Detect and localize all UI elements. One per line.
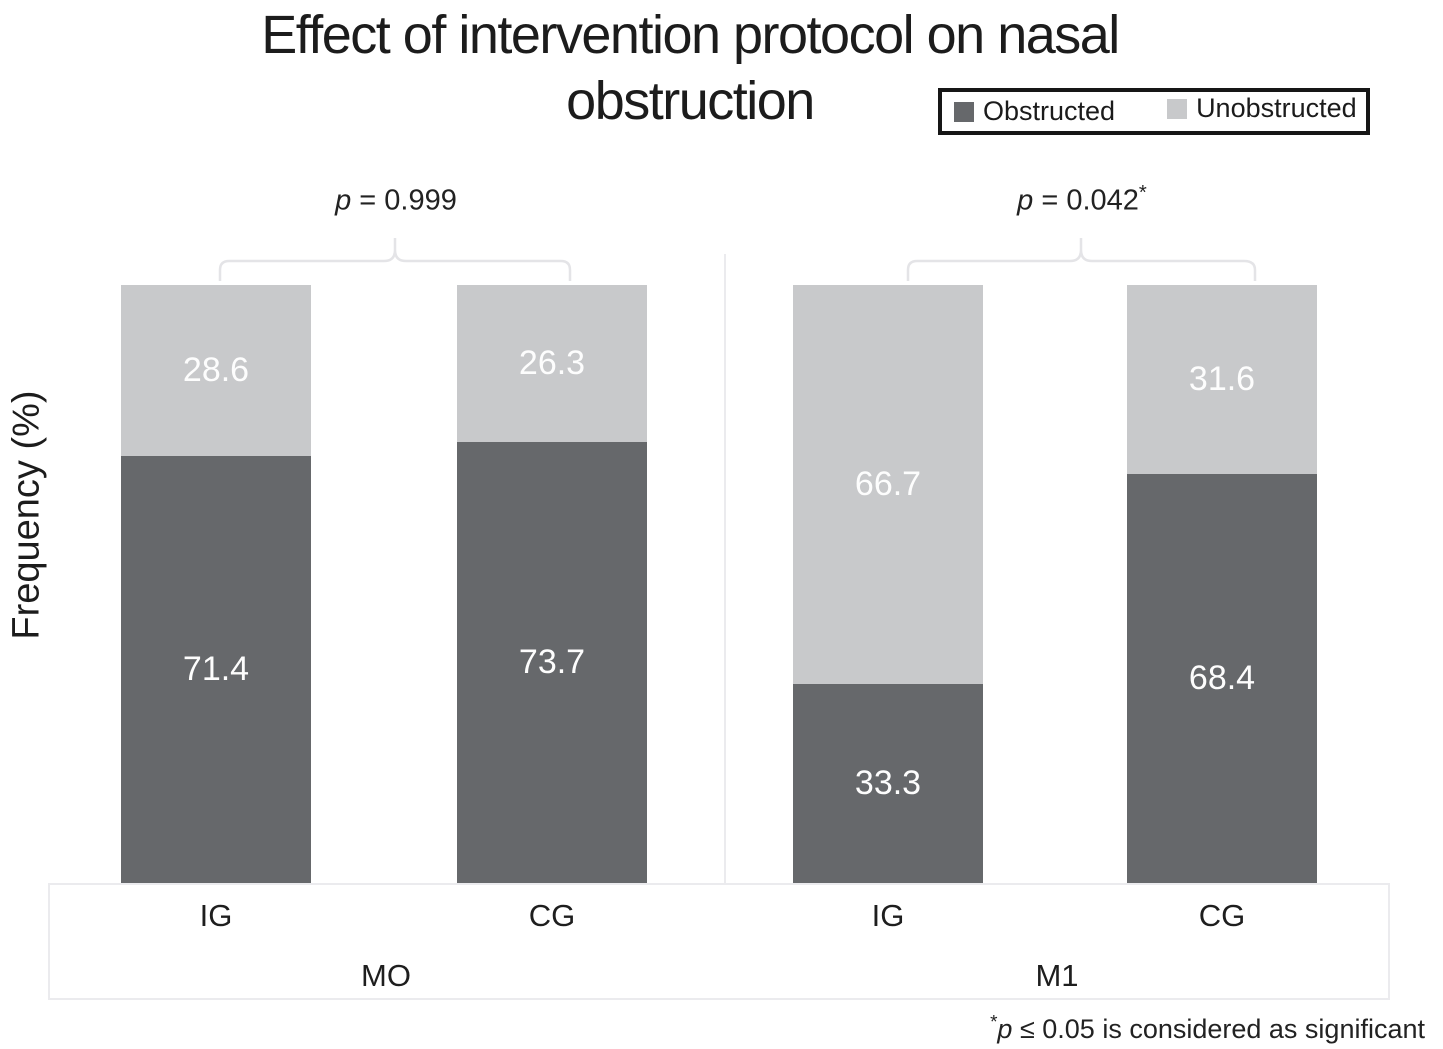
chart-title: Effect of intervention protocol on nasal… (261, 5, 1120, 131)
segment-unobstructed: 28.6 (121, 285, 311, 457)
legend-item-obstructed: Obstructed (954, 96, 1115, 127)
bar-mo-ig: 28.6 71.4 (121, 285, 311, 883)
category-label-mo-cg: CG (528, 898, 576, 933)
value-label: 73.7 (518, 643, 586, 682)
value-label: 68.4 (1188, 658, 1256, 697)
footnote-p-symbol: p (997, 1014, 1013, 1044)
value-label: 28.6 (182, 351, 250, 389)
x-axis-box (48, 883, 1390, 1000)
value-label: 71.4 (182, 650, 250, 688)
value-label: 66.7 (854, 464, 922, 503)
value-label: 33.3 (854, 763, 922, 802)
obstructed-swatch-icon (954, 101, 974, 122)
bar-m1-cg: 31.6 68.4 (1127, 285, 1317, 883)
legend-label-obstructed: Obstructed (983, 96, 1116, 126)
group-label-mo: MO (361, 958, 411, 993)
legend-item-unobstructed: Unobstructed (1167, 93, 1357, 124)
bar-mo-cg: 26.3 73.7 (457, 285, 647, 883)
category-label-m1-cg: CG (1198, 898, 1246, 933)
p-value-text: = 0.042 (1033, 184, 1139, 217)
p-value-star: * (1138, 182, 1147, 204)
segment-unobstructed: 66.7 (793, 285, 983, 684)
significance-bracket-mo (218, 238, 572, 281)
category-label-m1-ig: IG (871, 898, 905, 933)
p-value-m1: p = 0.042* (908, 182, 1256, 218)
p-symbol: p (1017, 184, 1034, 217)
bar-m1-ig: 66.7 33.3 (793, 285, 983, 883)
legend: Obstructed Unobstructed (938, 88, 1370, 135)
p-value-text: = 0.999 (351, 184, 457, 217)
footnote-text: ≤ 0.05 is considered as significant (1012, 1014, 1425, 1044)
y-axis-label: Frequency (%) (5, 390, 48, 640)
segment-obstructed: 73.7 (457, 442, 647, 883)
segment-obstructed: 68.4 (1127, 473, 1317, 883)
p-symbol: p (335, 184, 352, 217)
legend-label-unobstructed: Unobstructed (1196, 93, 1357, 123)
p-value-mo: p = 0.999 (222, 182, 570, 218)
segment-obstructed: 33.3 (793, 683, 983, 883)
significance-footnote: *p ≤ 0.05 is considered as significant (990, 1012, 1425, 1045)
segment-unobstructed: 26.3 (457, 285, 647, 443)
segment-unobstructed: 31.6 (1127, 285, 1317, 474)
group-label-m1: M1 (1035, 958, 1079, 993)
value-label: 31.6 (1188, 359, 1256, 398)
value-label: 26.3 (518, 344, 586, 383)
footnote-star: * (990, 1012, 998, 1033)
segment-obstructed: 71.4 (121, 456, 311, 883)
unobstructed-swatch-icon (1167, 98, 1188, 119)
significance-bracket-m1 (906, 238, 1257, 281)
category-label-mo-ig: IG (199, 898, 233, 933)
